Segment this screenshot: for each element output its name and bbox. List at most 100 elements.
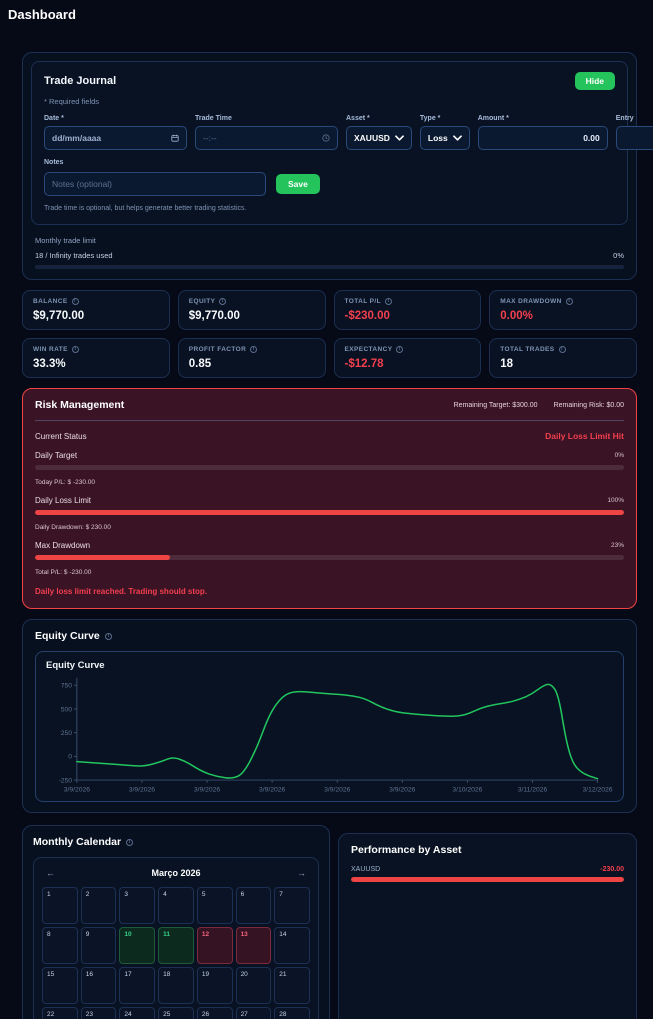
calendar-day-26[interactable]: 26 xyxy=(196,1007,233,1019)
asset-select[interactable]: XAUUSD xyxy=(346,126,412,150)
svg-text:3/9/2026: 3/9/2026 xyxy=(259,786,286,793)
stat-value: 18 xyxy=(500,358,514,370)
calendar-day-number: 18 xyxy=(163,971,171,978)
type-select[interactable]: Loss xyxy=(419,126,470,150)
calendar-day-number: 5 xyxy=(201,891,206,898)
calendar-day-number: 19 xyxy=(201,971,210,978)
svg-text:250: 250 xyxy=(61,730,73,737)
info-icon[interactable]: i xyxy=(104,632,112,640)
notes-label: Notes xyxy=(44,159,64,166)
amount-field: Amount * xyxy=(477,115,608,150)
trade-time-label: Trade Time xyxy=(195,115,232,122)
calendar-day-number: 7 xyxy=(279,891,283,898)
calendar-day-27[interactable]: 27 xyxy=(235,1007,272,1019)
prev-month-button[interactable]: ← xyxy=(46,868,55,878)
calendar-day-8[interactable]: 8 xyxy=(42,927,78,964)
calendar-day-20[interactable]: 20 xyxy=(235,967,272,1004)
calendar-day-16[interactable]: 16 xyxy=(80,967,117,1004)
svg-text:3/9/2026: 3/9/2026 xyxy=(64,786,91,793)
calendar-day-24[interactable]: 24 xyxy=(119,1007,156,1019)
calendar-day-11[interactable]: 11 xyxy=(158,927,194,964)
info-icon[interactable]: i xyxy=(565,298,573,305)
entry-field: Entry xyxy=(615,115,653,150)
calendar-day-23[interactable]: 23 xyxy=(80,1007,117,1019)
info-icon[interactable]: i xyxy=(71,346,79,353)
stat-card-total-trades: TOTAL TRADES i 18 xyxy=(489,338,637,378)
monthly-limit-usage: 18 / Infinity trades used xyxy=(35,251,113,260)
calendar-day-21[interactable]: 21 xyxy=(274,967,310,1004)
calendar-day-19[interactable]: 19 xyxy=(196,967,233,1004)
stats-grid: BALANCE i $9,770.00 EQUITY i $9,770.00 TOT… xyxy=(22,290,637,378)
svg-text:3/12/2026: 3/12/2026 xyxy=(583,786,613,793)
page-header: Dashboard xyxy=(0,0,653,22)
calendar-day-22[interactable]: 22 xyxy=(42,1007,78,1019)
calendar-day-9[interactable]: 9 xyxy=(80,927,117,964)
calendar-day-number: 13 xyxy=(240,931,248,938)
date-input-text[interactable] xyxy=(52,133,166,143)
info-icon[interactable]: i xyxy=(71,298,79,305)
save-button[interactable]: Save xyxy=(276,174,320,194)
calendar-day-12[interactable]: 12 xyxy=(196,927,233,964)
svg-text:0: 0 xyxy=(68,754,72,761)
calendar-month-label: Março 2026 xyxy=(151,868,201,878)
trade-time-input-text[interactable] xyxy=(203,133,317,143)
calendar-day-25[interactable]: 25 xyxy=(158,1007,194,1019)
calendar-day-17[interactable]: 17 xyxy=(119,967,156,1004)
trade-journal-title: Trade Journal xyxy=(44,75,117,87)
calendar-icon xyxy=(171,134,179,142)
stat-card-equity: EQUITY i $9,770.00 xyxy=(177,290,326,330)
stat-value: -$12.78 xyxy=(344,358,384,370)
calendar-day-2[interactable]: 2 xyxy=(80,887,117,924)
daily-target-progressbar xyxy=(35,465,624,470)
calendar-day-number: 9 xyxy=(85,931,90,938)
calendar-day-4[interactable]: 4 xyxy=(158,887,194,924)
trade-time-input[interactable] xyxy=(195,126,338,150)
daily-drawdown-text: Daily Drawdown: $ 230.00 xyxy=(35,524,111,531)
svg-text:500: 500 xyxy=(61,706,73,713)
info-icon[interactable]: i xyxy=(219,298,227,305)
calendar-day-10[interactable]: 10 xyxy=(119,927,156,964)
calendar-day-6[interactable]: 6 xyxy=(235,887,272,924)
calendar-day-28[interactable]: 28 xyxy=(274,1007,310,1019)
notes-input-text[interactable] xyxy=(52,179,258,189)
arrow-right-icon: → xyxy=(297,868,306,878)
asset-field: Asset * XAUUSD xyxy=(346,115,412,150)
max-drawdown-progressbar xyxy=(35,555,624,560)
daily-target-percent: 0% xyxy=(614,452,624,459)
entry-input[interactable] xyxy=(615,126,653,150)
info-icon[interactable]: i xyxy=(126,838,134,846)
monthly-calendar-title: Monthly Calendar xyxy=(33,836,122,848)
calendar-day-7[interactable]: 7 xyxy=(274,887,310,924)
date-input[interactable] xyxy=(44,126,187,150)
hide-button[interactable]: Hide xyxy=(574,72,615,90)
stat-card-expectancy: EXPECTANCY i -$12.78 xyxy=(333,338,482,378)
calendar-day-18[interactable]: 18 xyxy=(158,967,194,1004)
next-month-button[interactable]: → xyxy=(297,868,306,878)
svg-text:3/9/2026: 3/9/2026 xyxy=(324,786,351,793)
info-icon[interactable]: i xyxy=(384,298,392,305)
chevron-down-icon xyxy=(452,135,462,141)
equity-curve-card-title: Equity Curve xyxy=(46,660,105,671)
entry-input-text[interactable] xyxy=(623,133,653,143)
calendar-day-15[interactable]: 15 xyxy=(42,967,78,1004)
calendar-day-number: 20 xyxy=(240,971,248,978)
calendar-day-13[interactable]: 13 xyxy=(235,927,272,964)
info-icon[interactable]: i xyxy=(396,346,404,353)
chevron-down-icon xyxy=(394,135,404,141)
stat-label: TOTAL P/L xyxy=(344,298,381,305)
clock-icon xyxy=(322,134,330,142)
calendar-day-1[interactable]: 1 xyxy=(42,887,78,924)
stat-label: PROFIT FACTOR xyxy=(188,346,247,353)
stat-card-max-drawdown: MAX DRAWDOWN i 0.00% xyxy=(489,290,637,330)
calendar-day-14[interactable]: 14 xyxy=(274,927,310,964)
calendar-day-3[interactable]: 3 xyxy=(119,887,156,924)
stat-card-balance: BALANCE i $9,770.00 xyxy=(22,290,170,330)
amount-input-text[interactable] xyxy=(485,133,600,143)
notes-input[interactable] xyxy=(44,172,266,196)
asset-label: Asset * xyxy=(346,115,370,122)
info-icon[interactable]: i xyxy=(558,346,566,353)
calendar-day-5[interactable]: 5 xyxy=(196,887,233,924)
total-pl-text: Total P/L: $ -230.00 xyxy=(35,569,92,576)
info-icon[interactable]: i xyxy=(250,346,258,353)
amount-input[interactable] xyxy=(477,126,608,150)
